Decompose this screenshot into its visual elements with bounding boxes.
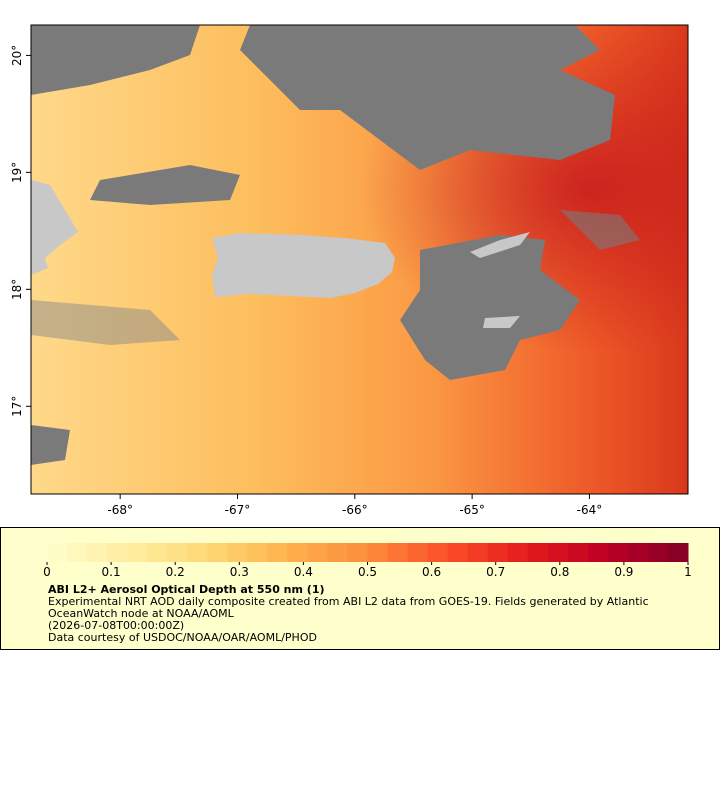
colorbar-step [207, 543, 228, 562]
x-tick-label: -65° [459, 503, 485, 517]
colorbar-step [247, 543, 268, 562]
colorbar-step [67, 543, 88, 562]
colorbar-step [147, 543, 168, 562]
y-tick-label: 19° [10, 162, 24, 183]
y-tick-label: 20° [10, 45, 24, 66]
caption-line: (2026-07-08T00:00:00Z) [48, 619, 184, 632]
cloud [31, 25, 200, 95]
colorbar-step [467, 543, 489, 562]
caption-title: ABI L2+ Aerosol Optical Depth at 550 nm … [48, 583, 325, 596]
cloud [90, 165, 240, 205]
colorbar-step [587, 543, 609, 562]
land-island [483, 316, 520, 328]
colorbar-step [627, 543, 649, 562]
colorbar-step [307, 543, 328, 562]
x-tick-label: -68° [107, 503, 133, 517]
colorbar-step [347, 543, 368, 562]
colorbar-tick-label: 0.4 [294, 565, 313, 579]
cloud [240, 25, 615, 170]
land-hispaniola [31, 180, 78, 275]
map-image [31, 25, 688, 494]
colorbar-step [367, 543, 389, 562]
caption-line: Data courtesy of USDOC/NOAA/OAR/AOML/PHO… [48, 631, 317, 644]
colorbar-tick-label: 0.3 [230, 565, 249, 579]
colorbar-step [487, 543, 509, 562]
colorbar-step [167, 543, 188, 562]
colorbar-step [567, 543, 589, 562]
plot-frame [30, 24, 689, 495]
colorbar-step [527, 543, 549, 562]
colorbar-tick-label: 0.5 [358, 565, 377, 579]
y-tick-label: 17° [10, 396, 24, 417]
colorbar-step [647, 543, 669, 562]
caption-line: Experimental NRT AOD daily composite cre… [48, 595, 649, 608]
colorbar-step [47, 543, 68, 562]
colorbar-tick-label: 0.8 [550, 565, 569, 579]
colorbar-step [427, 543, 449, 562]
colorbar-step [507, 543, 529, 562]
colorbar-step [607, 543, 629, 562]
caption-line: OceanWatch node at NOAA/AOML [48, 607, 235, 620]
x-tick-label: -66° [342, 503, 368, 517]
colorbar-step [187, 543, 208, 562]
land-island [470, 232, 530, 258]
colorbar-step [327, 543, 348, 562]
colorbar-step [447, 543, 469, 562]
colorbar-step [667, 543, 689, 562]
colorbar-step [407, 543, 429, 562]
y-tick-label: 18° [10, 279, 24, 300]
colorbar-tick-label: 0.9 [614, 565, 633, 579]
colorbar-step [107, 543, 128, 562]
cloud [31, 425, 70, 465]
colorbar-tick-label: 0.2 [166, 565, 185, 579]
x-tick-label: -67° [225, 503, 251, 517]
colorbar-step [287, 543, 308, 562]
x-tick-label: -64° [577, 503, 603, 517]
colorbar-step [387, 543, 409, 562]
colorbar-tick-label: 0 [43, 565, 51, 579]
colorbar-step [227, 543, 248, 562]
colorbar-tick-label: 0.6 [422, 565, 441, 579]
colorbar-step [267, 543, 288, 562]
colorbar-step [127, 543, 148, 562]
land-puerto-rico [212, 233, 395, 298]
colorbar-tick-label: 1 [684, 565, 692, 579]
cloud [31, 300, 180, 345]
cloud [560, 210, 640, 250]
cloud [400, 235, 580, 380]
colorbar-tick-label: 0.7 [486, 565, 505, 579]
colorbar-step [547, 543, 569, 562]
colorbar-step [87, 543, 108, 562]
colorbar-tick-label: 0.1 [102, 565, 121, 579]
